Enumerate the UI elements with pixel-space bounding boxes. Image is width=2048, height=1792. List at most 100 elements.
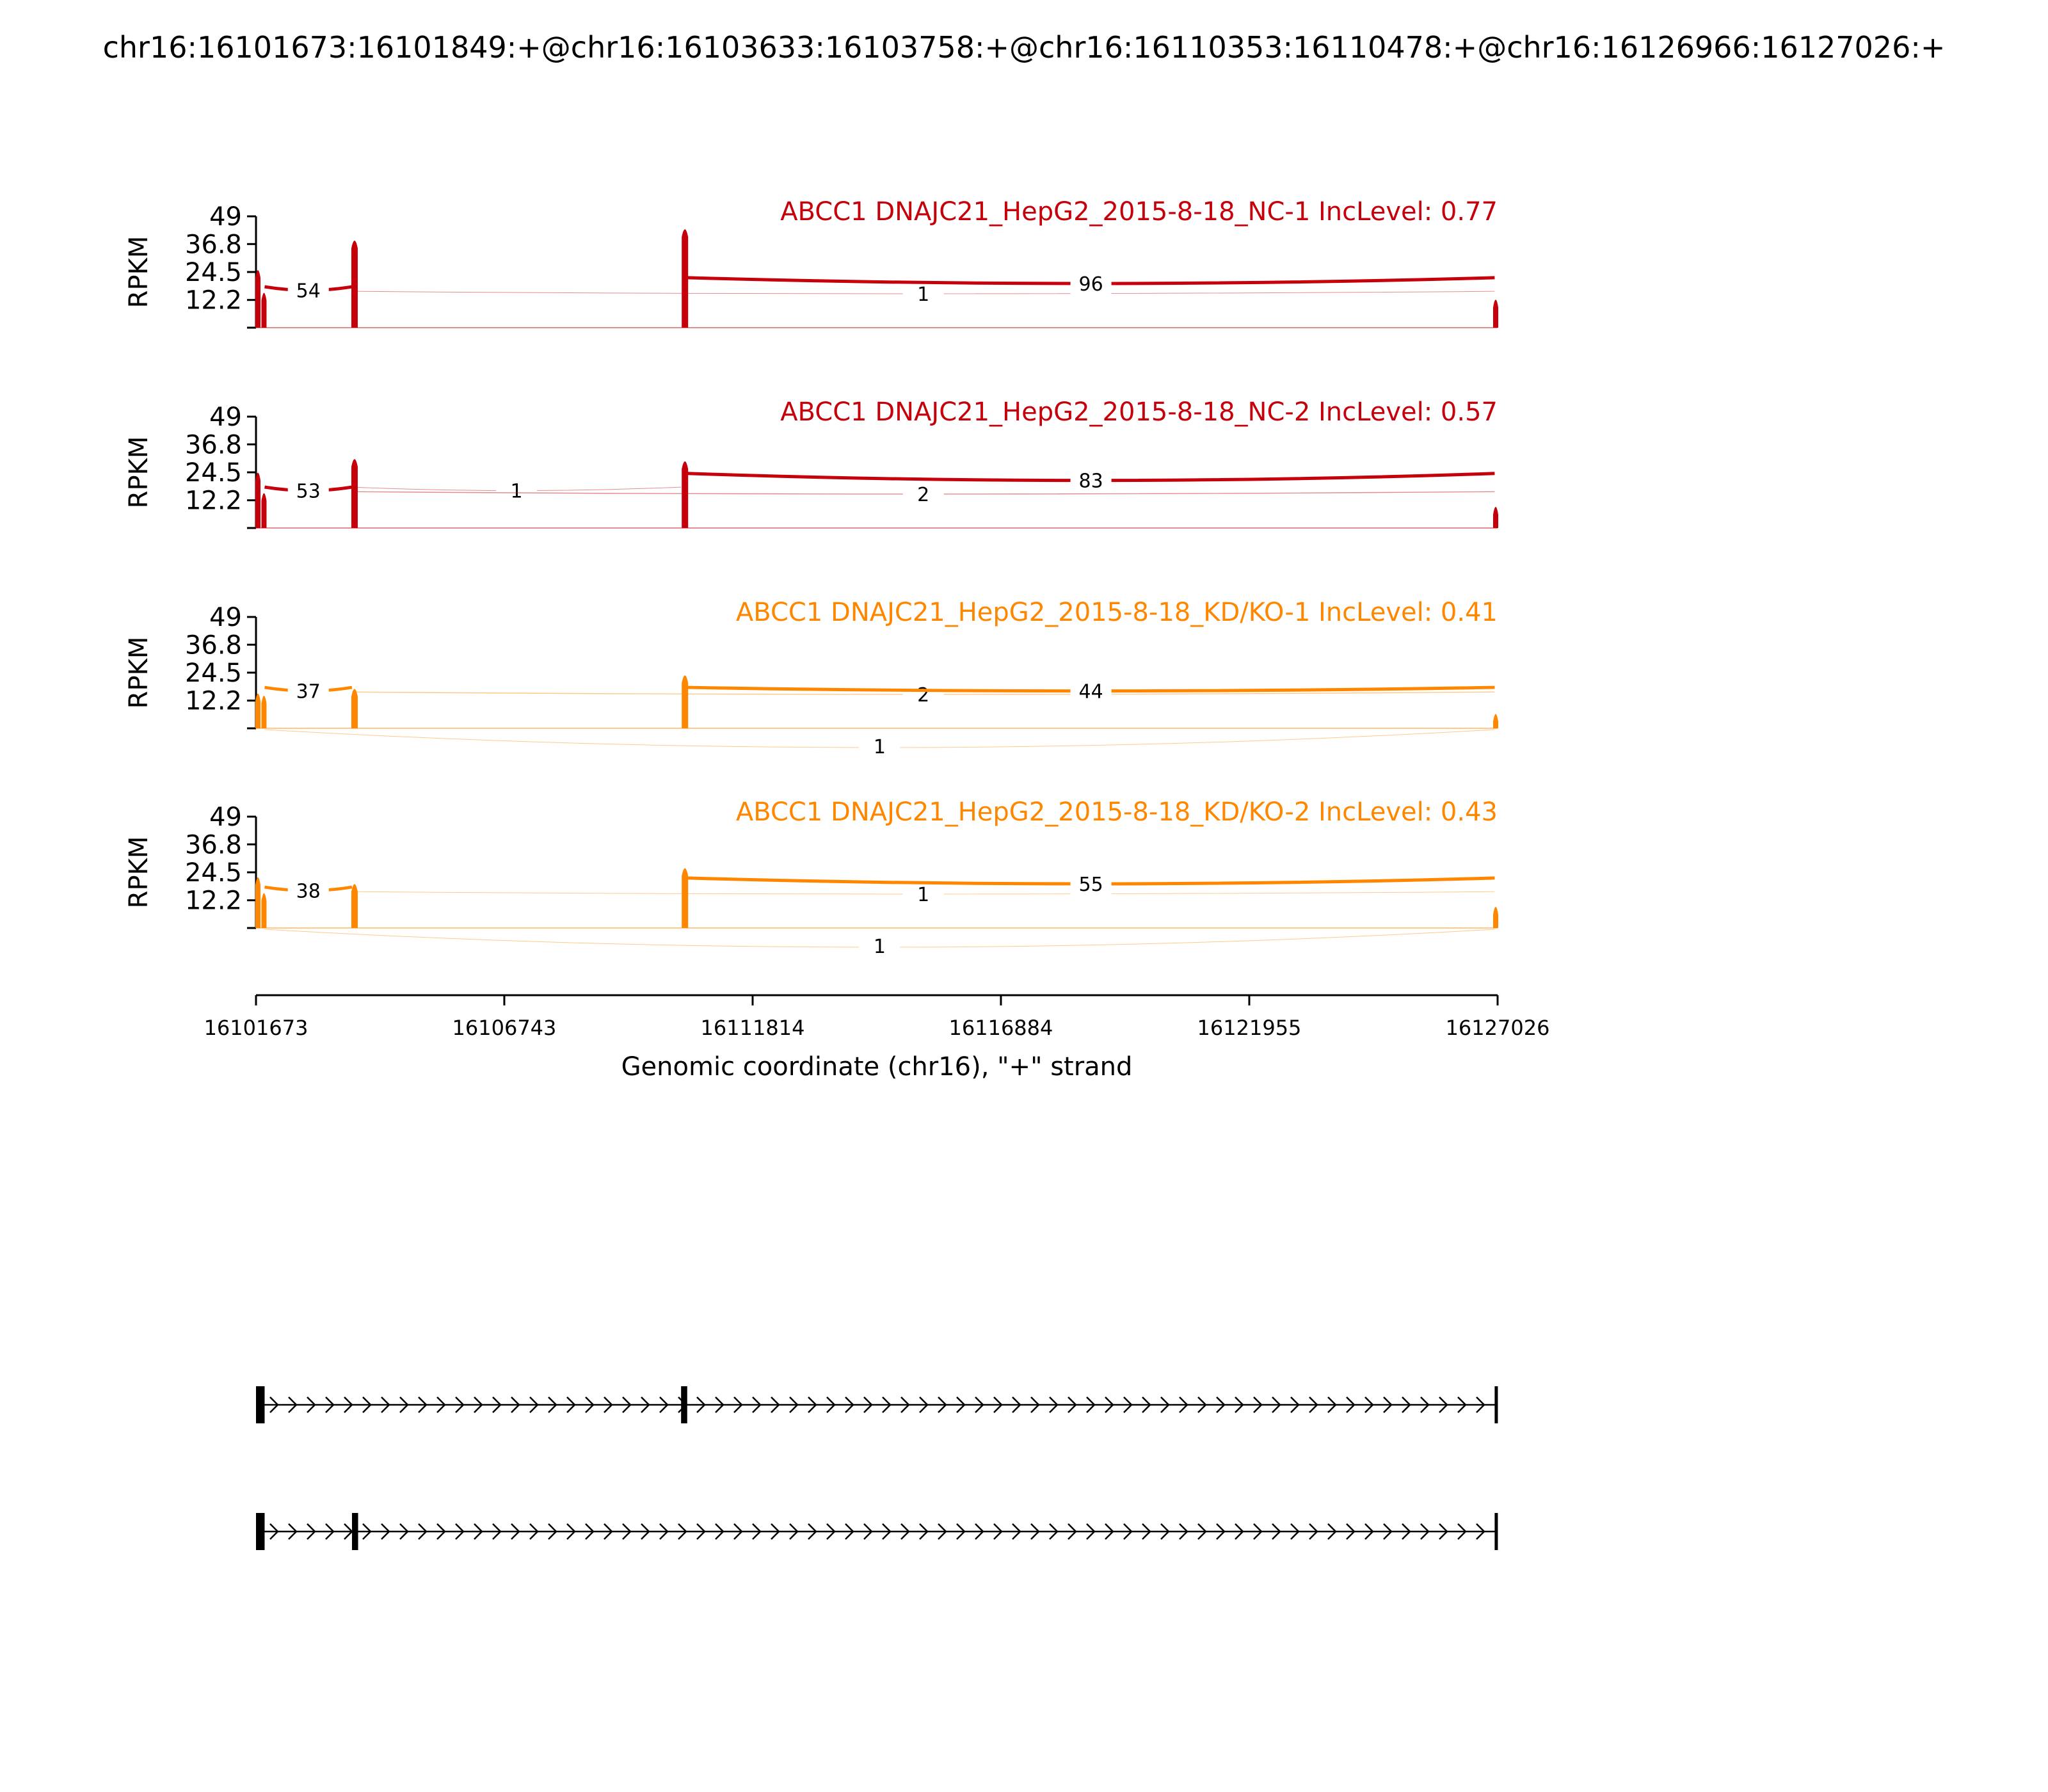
strand-arrow — [1068, 1523, 1077, 1540]
strand-arrow — [826, 1396, 836, 1413]
strand-arrow — [288, 1396, 298, 1413]
coverage-peak — [682, 868, 689, 928]
track-title: ABCC1 DNAJC21_HepG2_2015-8-18_KD/KO-2 In… — [736, 797, 1498, 827]
strand-arrow — [1327, 1523, 1337, 1540]
strand-arrow — [678, 1523, 687, 1540]
strand-arrow — [808, 1523, 817, 1540]
junction-count-bg — [902, 280, 944, 307]
strand-arrow — [511, 1396, 520, 1413]
strand-arrow — [1402, 1396, 1411, 1413]
strand-arrow — [1439, 1523, 1448, 1540]
y-tick-label: 24.5 — [185, 858, 242, 888]
strand-arrow — [641, 1396, 650, 1413]
strand-arrow — [474, 1396, 483, 1413]
strand-arrow — [1142, 1523, 1151, 1540]
strand-arrow — [529, 1396, 539, 1413]
strand-arrow — [956, 1396, 966, 1413]
strand-arrow — [1123, 1523, 1133, 1540]
coverage-peak — [255, 472, 260, 528]
strand-arrow — [789, 1396, 799, 1413]
strand-arrow — [1290, 1396, 1300, 1413]
isoform-exon — [256, 1513, 265, 1550]
strand-arrow — [1420, 1523, 1430, 1540]
junction-count-bg — [287, 477, 329, 504]
strand-arrow — [1439, 1396, 1448, 1413]
strand-arrow — [548, 1523, 557, 1540]
strand-arrow — [1105, 1523, 1114, 1540]
y-axis-label: RPKM — [124, 836, 154, 909]
strand-arrow — [919, 1396, 929, 1413]
strand-arrow — [1383, 1396, 1393, 1413]
strand-arrow — [1457, 1396, 1467, 1413]
strand-arrow — [1160, 1523, 1170, 1540]
strand-arrow — [1272, 1396, 1281, 1413]
junction-count-bg — [859, 733, 900, 759]
strand-arrow — [381, 1523, 390, 1540]
junction-count-bg — [1070, 678, 1112, 704]
junction-count-bg — [287, 277, 329, 303]
strand-arrow — [604, 1396, 613, 1413]
junction-count: 38 — [296, 881, 321, 903]
strand-arrow — [1364, 1523, 1374, 1540]
junction-count: 44 — [1078, 681, 1103, 703]
junction-count-bg — [902, 881, 944, 907]
strand-arrow — [882, 1523, 892, 1540]
junction-count: 2 — [917, 684, 929, 707]
y-tick-label: 12.2 — [185, 286, 242, 316]
strand-arrow — [622, 1523, 632, 1540]
junction-count-bg — [496, 477, 538, 504]
isoform-model — [256, 1386, 1498, 1423]
y-tick-label: 24.5 — [185, 458, 242, 488]
isoform-model — [256, 1513, 1498, 1550]
strand-arrow — [362, 1396, 372, 1413]
strand-arrow — [325, 1396, 335, 1413]
strand-arrow — [1086, 1523, 1096, 1540]
strand-arrow — [771, 1396, 780, 1413]
strand-arrow — [1030, 1523, 1040, 1540]
junction-count-bg — [1070, 270, 1112, 296]
coverage-peak — [682, 229, 689, 328]
strand-arrow — [845, 1396, 854, 1413]
junction-count-bg — [287, 678, 329, 704]
strand-arrow — [399, 1396, 409, 1413]
x-tick-label: 16121955 — [1197, 1016, 1302, 1040]
strand-arrow — [1253, 1523, 1263, 1540]
strand-arrow — [1383, 1523, 1393, 1540]
y-tick-label: 24.5 — [185, 258, 242, 287]
strand-arrow — [1364, 1396, 1374, 1413]
strand-arrow — [455, 1523, 465, 1540]
strand-arrow — [344, 1396, 353, 1413]
strand-arrow — [975, 1523, 984, 1540]
coverage-peak — [255, 693, 260, 728]
strand-arrow — [622, 1396, 632, 1413]
strand-arrow — [993, 1523, 1003, 1540]
strand-arrow — [492, 1396, 502, 1413]
track-title: ABCC1 DNAJC21_HepG2_2015-8-18_NC-1 IncLe… — [780, 197, 1498, 227]
strand-arrow — [1235, 1396, 1244, 1413]
strand-arrow — [900, 1523, 910, 1540]
strand-arrow — [975, 1396, 984, 1413]
strand-arrow — [863, 1523, 873, 1540]
strand-arrow — [436, 1523, 446, 1540]
strand-arrow — [1457, 1523, 1467, 1540]
strand-arrow — [1012, 1523, 1021, 1540]
y-tick-label: 12.2 — [185, 886, 242, 916]
junction-count: 37 — [296, 681, 321, 703]
junction-count-bg — [287, 877, 329, 904]
strand-arrow — [771, 1523, 780, 1540]
strand-arrow — [1179, 1523, 1188, 1540]
junction-count: 1 — [511, 481, 523, 503]
junction-count: 1 — [917, 284, 929, 306]
strand-arrow — [1402, 1523, 1411, 1540]
coverage-peak — [261, 893, 267, 928]
junction-count: 54 — [296, 280, 321, 303]
strand-arrow — [418, 1396, 428, 1413]
strand-arrow — [307, 1396, 316, 1413]
strand-arrow — [1179, 1396, 1188, 1413]
strand-arrow — [1197, 1396, 1207, 1413]
isoform-exon — [1494, 1513, 1498, 1550]
strand-arrow — [474, 1523, 483, 1540]
strand-arrow — [1012, 1396, 1021, 1413]
strand-arrow — [715, 1523, 724, 1540]
strand-arrow — [733, 1396, 743, 1413]
